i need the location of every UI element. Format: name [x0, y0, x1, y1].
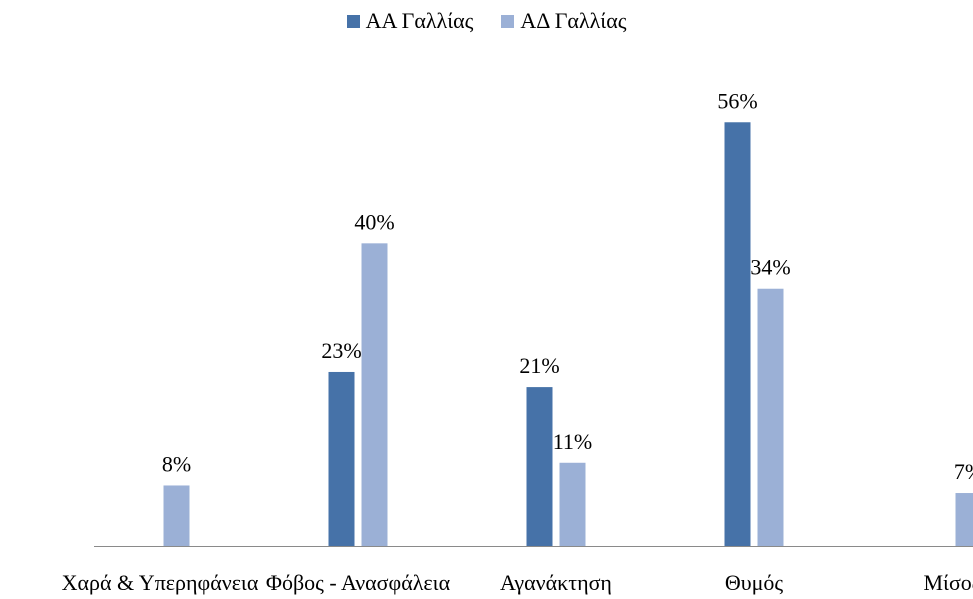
category-label-4: Θυμός	[725, 570, 784, 595]
bar-s2-3	[559, 462, 586, 546]
bar-s2-5	[955, 493, 973, 546]
legend-item-series-2: ΑΔ Γαλλίας	[501, 8, 626, 34]
legend-label-series-2: ΑΔ Γαλλίας	[520, 8, 627, 33]
bar-s2-2	[361, 243, 388, 547]
data-label-s2-4: 34%	[750, 255, 790, 280]
legend-item-series-1: ΑΑ Γαλλίας	[346, 8, 474, 34]
legend-swatch-series-1	[346, 14, 360, 28]
data-label-s2-3: 11%	[553, 429, 593, 454]
chart-legend: ΑΑ Γαλλίας ΑΔ Γαλλίας	[0, 8, 973, 34]
data-label-s1-4: 56%	[717, 88, 757, 113]
data-label-s2-2: 40%	[354, 209, 394, 234]
bar-s1-2	[328, 371, 355, 546]
category-label-3: Αγανάκτηση	[500, 570, 612, 595]
legend-label-series-1: ΑΑ Γαλλίας	[365, 8, 474, 33]
bar-s2-4	[757, 288, 784, 546]
category-label-5: Μίσος	[923, 570, 973, 595]
category-label-1: Χαρά & Υπερηφάνεια	[62, 570, 259, 595]
legend-swatch-series-2	[501, 14, 515, 28]
bar-s2-1	[163, 485, 190, 546]
data-label-s2-1: 8%	[162, 451, 191, 476]
data-label-s1-2: 23%	[321, 338, 361, 363]
data-label-s2-5: 7%	[954, 459, 973, 484]
bar-s1-4	[724, 122, 751, 547]
bar-s1-3	[526, 387, 553, 546]
data-label-s1-3: 21%	[519, 353, 559, 378]
category-label-2: Φόβος - Ανασφάλεια	[266, 570, 451, 595]
